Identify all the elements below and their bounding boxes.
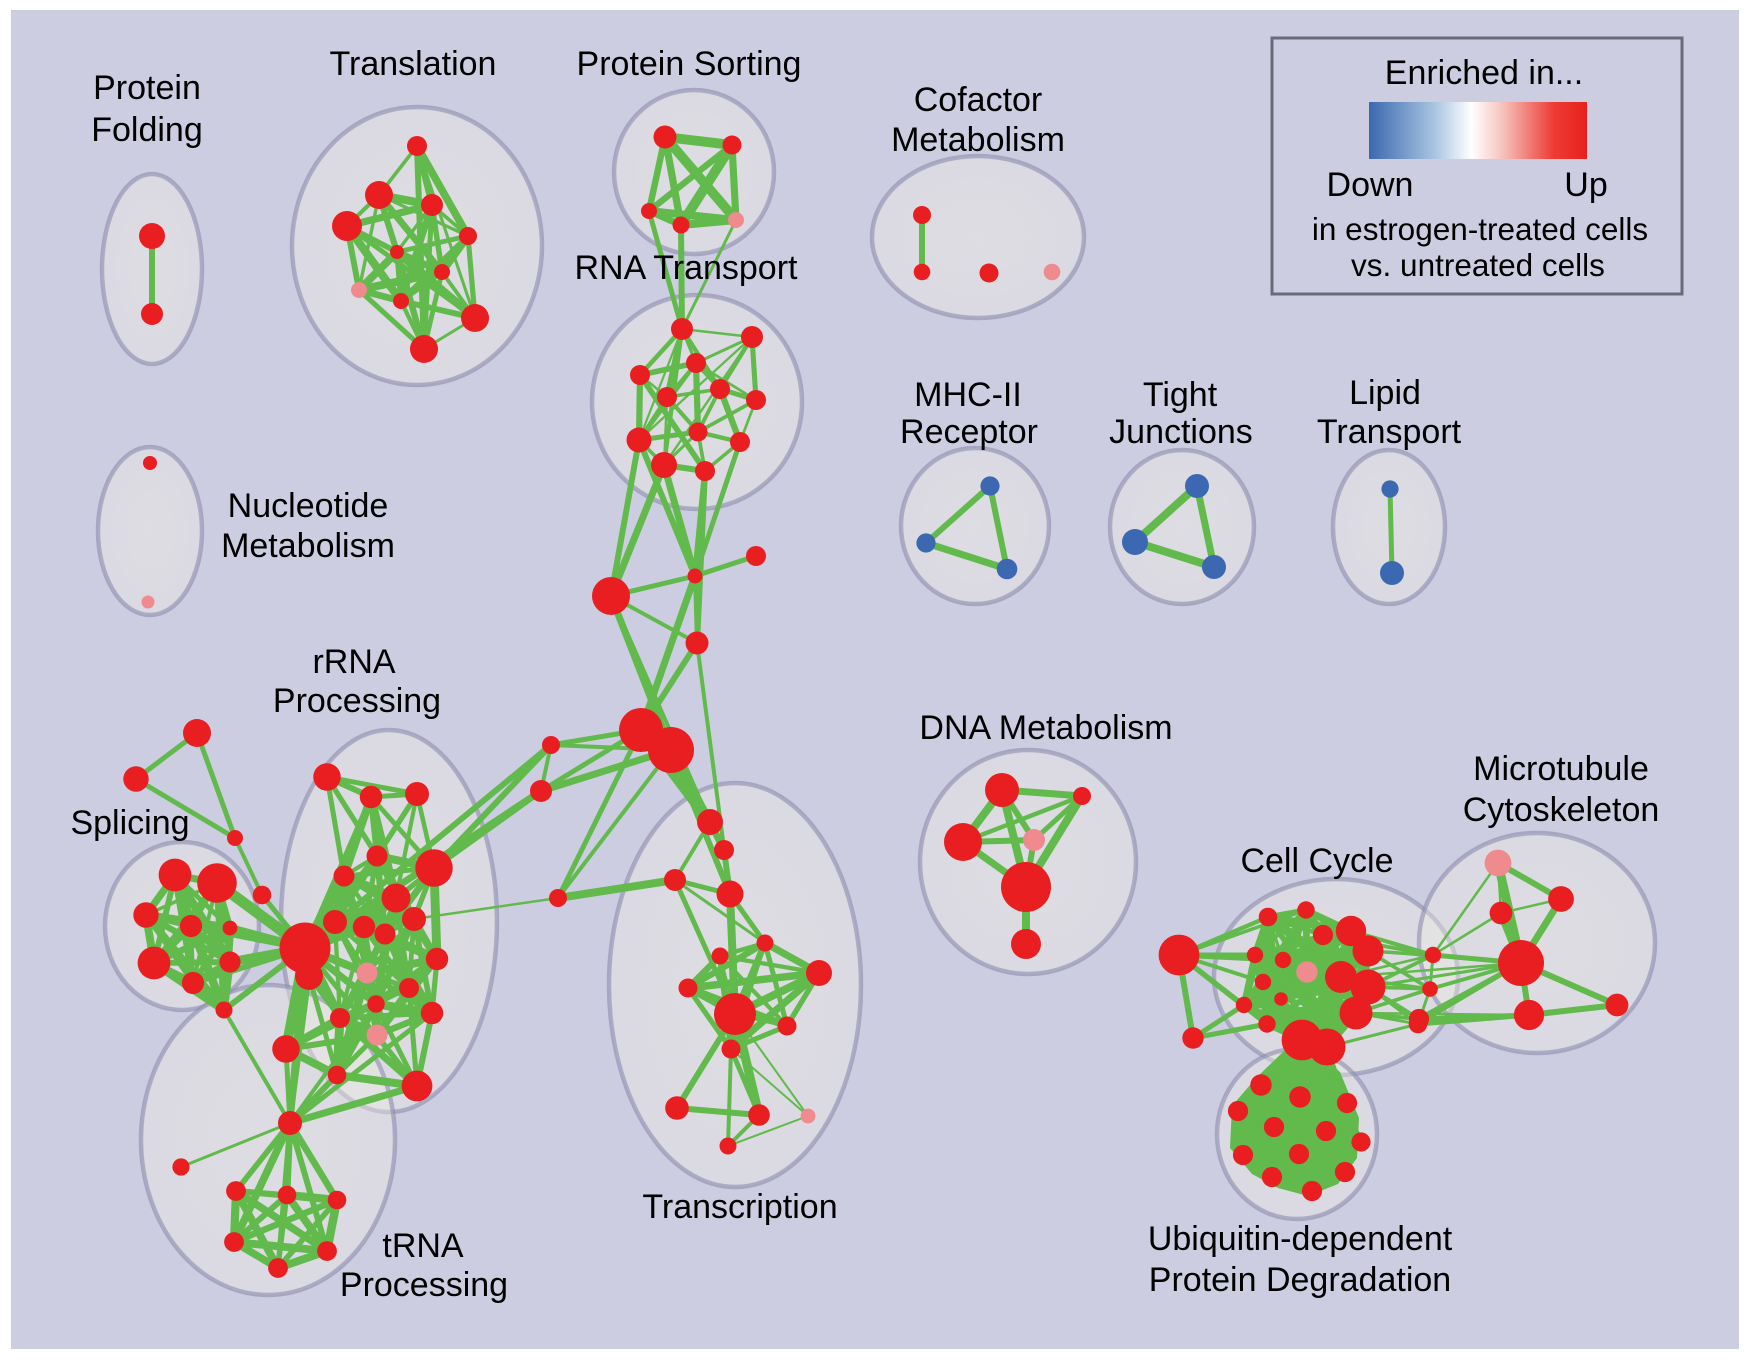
svg-text:rRNA: rRNA	[312, 643, 395, 681]
svg-text:Tight: Tight	[1143, 376, 1218, 414]
svg-text:Metabolism: Metabolism	[891, 121, 1065, 159]
svg-text:Protein: Protein	[93, 69, 201, 107]
svg-text:Cytoskeleton: Cytoskeleton	[1463, 791, 1660, 829]
svg-text:Folding: Folding	[91, 111, 203, 149]
svg-text:Lipid: Lipid	[1349, 374, 1421, 412]
svg-text:in estrogen-treated cells: in estrogen-treated cells	[1312, 211, 1648, 247]
svg-text:RNA Transport: RNA Transport	[575, 249, 799, 287]
svg-text:Ubiquitin-dependent: Ubiquitin-dependent	[1148, 1220, 1453, 1258]
svg-text:Splicing: Splicing	[70, 804, 189, 842]
svg-text:MHC-II: MHC-II	[914, 376, 1022, 414]
svg-text:Metabolism: Metabolism	[221, 527, 395, 565]
svg-text:Down: Down	[1327, 166, 1414, 204]
svg-text:Junctions: Junctions	[1109, 413, 1253, 451]
svg-text:Up: Up	[1564, 166, 1607, 204]
svg-text:Enriched in...: Enriched in...	[1385, 54, 1583, 92]
svg-text:Protein Sorting: Protein Sorting	[577, 45, 802, 83]
svg-text:tRNA: tRNA	[382, 1227, 464, 1265]
svg-text:Cell Cycle: Cell Cycle	[1240, 842, 1393, 880]
svg-text:Nucleotide: Nucleotide	[228, 487, 389, 525]
svg-text:Transcription: Transcription	[642, 1188, 837, 1226]
svg-text:Processing: Processing	[273, 682, 441, 720]
svg-text:Transport: Transport	[1317, 413, 1462, 451]
svg-text:vs. untreated cells: vs. untreated cells	[1351, 247, 1605, 283]
svg-text:Protein Degradation: Protein Degradation	[1149, 1261, 1451, 1299]
svg-text:Processing: Processing	[340, 1266, 508, 1304]
svg-text:Microtubule: Microtubule	[1473, 750, 1649, 788]
svg-text:DNA Metabolism: DNA Metabolism	[919, 709, 1172, 747]
svg-text:Translation: Translation	[330, 45, 497, 83]
svg-text:Receptor: Receptor	[900, 413, 1038, 451]
svg-text:Cofactor: Cofactor	[914, 81, 1043, 119]
